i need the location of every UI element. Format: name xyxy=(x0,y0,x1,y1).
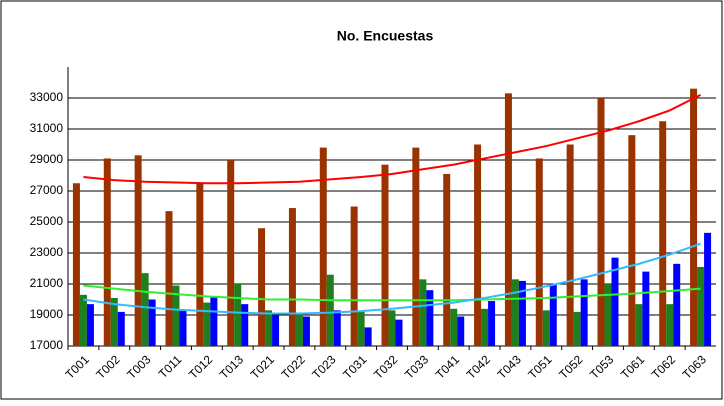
y-tick-label: 25000 xyxy=(30,214,64,228)
bar xyxy=(697,266,705,346)
bar xyxy=(364,327,372,346)
bar xyxy=(172,285,180,346)
bar xyxy=(295,313,303,346)
bar xyxy=(642,271,650,346)
bar xyxy=(580,279,588,346)
bar xyxy=(474,144,482,346)
bar xyxy=(511,279,519,346)
bar xyxy=(110,297,118,346)
bar xyxy=(333,310,341,346)
trendline xyxy=(83,94,702,185)
bar xyxy=(481,308,489,346)
bar xyxy=(241,304,249,346)
bar xyxy=(103,158,111,346)
chart-title: No. Encuestas xyxy=(337,28,434,44)
bar xyxy=(395,319,403,346)
bar xyxy=(597,98,605,346)
bar xyxy=(288,208,296,346)
bar xyxy=(117,311,125,346)
bar xyxy=(535,158,543,346)
bar xyxy=(659,121,667,346)
bar xyxy=(179,310,187,346)
bar xyxy=(666,304,674,346)
y-tick-label: 31000 xyxy=(30,121,64,135)
bar xyxy=(443,173,451,346)
bar xyxy=(72,183,80,346)
y-tick-label: 27000 xyxy=(30,183,64,197)
bar xyxy=(690,88,698,346)
bar xyxy=(141,273,149,346)
bar xyxy=(388,310,396,346)
bar xyxy=(611,257,619,346)
bar xyxy=(350,206,358,346)
bar xyxy=(272,315,280,346)
bar xyxy=(419,279,427,346)
bar xyxy=(488,301,496,346)
bar xyxy=(134,155,142,346)
bar xyxy=(165,211,173,346)
y-tick-label: 19000 xyxy=(30,307,64,321)
bar xyxy=(673,263,681,346)
bar xyxy=(542,310,550,346)
bar xyxy=(227,160,235,346)
bar xyxy=(628,135,636,346)
bar xyxy=(265,310,273,346)
trendline xyxy=(83,242,701,315)
bar xyxy=(604,284,612,346)
bar xyxy=(86,304,94,346)
bar xyxy=(566,144,574,346)
bar xyxy=(635,304,643,346)
bar xyxy=(258,228,266,346)
bar xyxy=(326,274,334,346)
bar xyxy=(412,147,420,346)
y-tick-label: 17000 xyxy=(30,338,64,352)
bar xyxy=(426,290,434,346)
y-tick-label: 29000 xyxy=(30,152,64,166)
bar xyxy=(504,93,512,346)
trendline xyxy=(83,284,701,302)
bar xyxy=(381,164,389,346)
y-tick-label: 23000 xyxy=(30,245,64,259)
bar xyxy=(518,280,526,346)
bar xyxy=(357,311,365,346)
bar xyxy=(319,147,327,346)
bar xyxy=(210,296,218,346)
bar xyxy=(302,316,310,346)
bar xyxy=(450,308,458,346)
bar xyxy=(79,294,87,346)
bar xyxy=(457,316,465,346)
bar xyxy=(234,284,242,346)
bar xyxy=(148,299,156,346)
bar xyxy=(196,183,204,346)
y-tick-label: 21000 xyxy=(30,276,64,290)
y-tick-label: 33000 xyxy=(30,90,64,104)
bar xyxy=(704,232,712,346)
bar xyxy=(203,302,211,346)
bar xyxy=(573,311,581,346)
bar xyxy=(549,284,557,346)
